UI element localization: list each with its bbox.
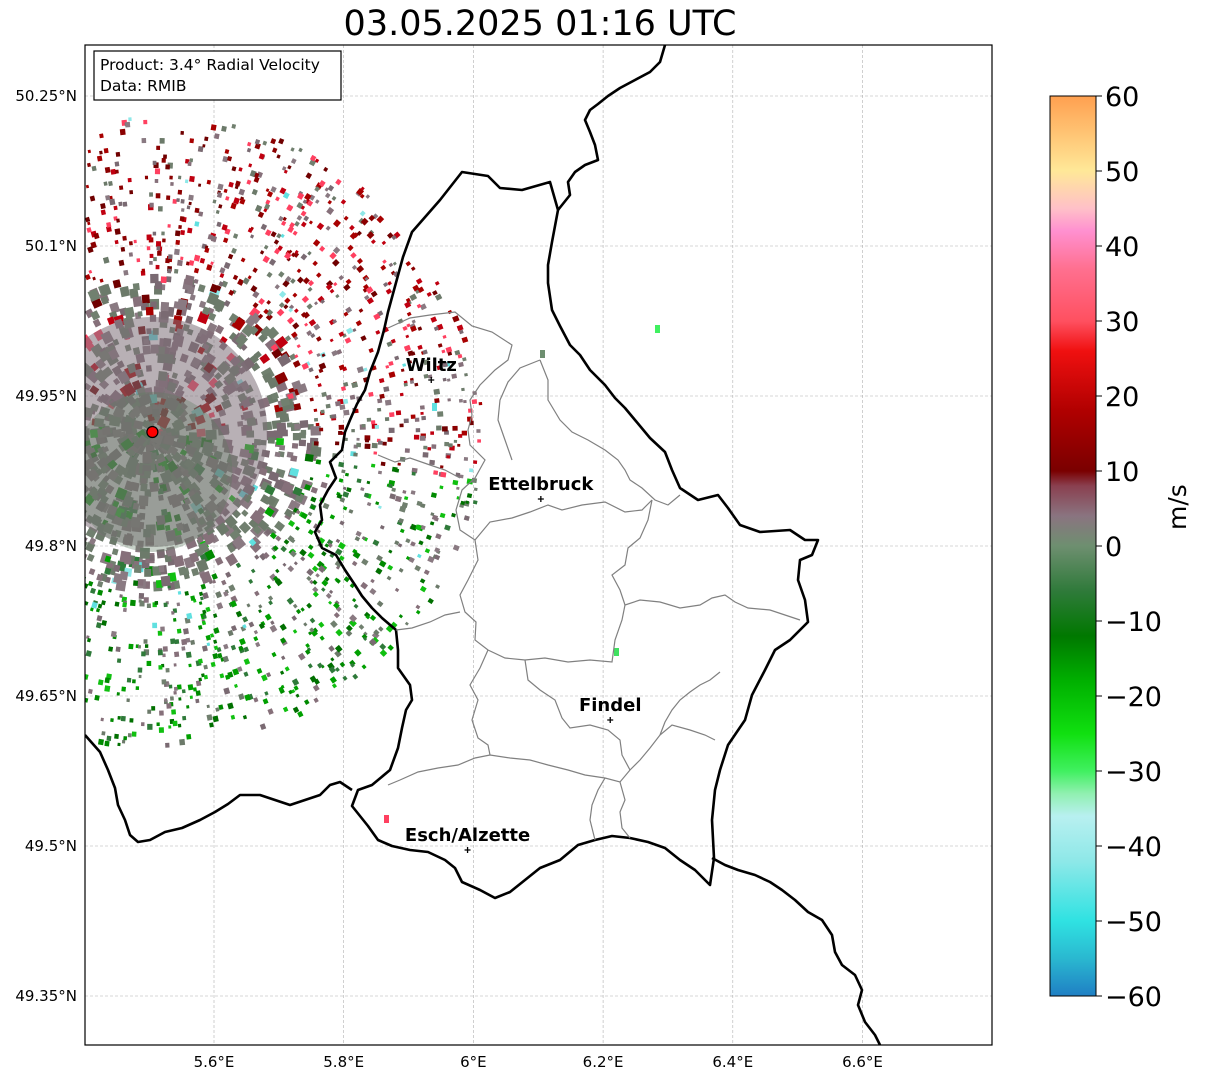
lon-tick-label: 5.8°E xyxy=(323,1053,364,1071)
luxembourg-border xyxy=(313,170,820,900)
city-marker xyxy=(428,377,435,383)
colorbar-label: m/s xyxy=(1163,484,1192,530)
colorbar-tick-label: −10 xyxy=(1105,607,1162,638)
lon-tick-label: 5.6°E xyxy=(194,1053,235,1071)
colorbar-tick-label: 20 xyxy=(1105,382,1139,413)
city-marker xyxy=(537,496,544,502)
city-label: Wiltz xyxy=(406,355,457,376)
canton-boundaries xyxy=(377,311,801,841)
colorbar-tick-label: −30 xyxy=(1105,757,1162,788)
lon-tick-label: 6.6°E xyxy=(842,1053,883,1071)
lat-tick-label: 49.95°N xyxy=(15,387,77,405)
colorbar: 60 50 40 30 20 10 0 −10 −20 −30 −40 −50 −60 xyxy=(1049,82,1162,1013)
lat-tick-label: 50.25°N xyxy=(15,87,77,105)
city-marker xyxy=(607,717,614,723)
map-frame xyxy=(84,44,993,1046)
country-borders xyxy=(85,45,882,1045)
lon-tick-label: 6.4°E xyxy=(712,1053,753,1071)
colorbar-tick-label: 0 xyxy=(1105,532,1122,563)
colorbar-tick-label: 40 xyxy=(1105,232,1139,263)
germany-france-border xyxy=(711,856,882,1045)
colorbar-tick-label: −20 xyxy=(1105,682,1162,713)
colorbar-tick-label: 60 xyxy=(1105,82,1139,113)
longitude-ticks: 5.6°E 5.8°E 6°E 6.2°E 6.4°E 6.6°E xyxy=(194,1053,883,1071)
colorbar-ticks: 60 50 40 30 20 10 0 −10 −20 −30 −40 −50 −60 xyxy=(1096,82,1162,1013)
city-label: Esch/Alzette xyxy=(405,825,530,846)
radar-site-marker xyxy=(146,425,159,439)
germany-border xyxy=(556,45,667,211)
lat-tick-label: 49.5°N xyxy=(25,837,77,855)
colorbar-tick-label: 10 xyxy=(1105,457,1139,488)
city-label: Ettelbruck xyxy=(488,474,594,495)
map-title: 03.05.2025 01:16 UTC xyxy=(343,4,737,44)
lon-tick-label: 6.2°E xyxy=(583,1053,624,1071)
info-product: Product: 3.4° Radial Velocity xyxy=(100,56,320,74)
latitude-ticks: 50.25°N 50.1°N 49.95°N 49.8°N 49.65°N 49.5°N 4… xyxy=(15,87,77,1005)
colorbar-tick-label: −50 xyxy=(1105,907,1162,938)
colorbar-tick-label: −40 xyxy=(1105,832,1162,863)
lat-tick-label: 49.8°N xyxy=(25,537,77,555)
france-belgium-border xyxy=(85,734,353,844)
city-marker xyxy=(464,847,471,853)
colorbar-tick-label: 30 xyxy=(1105,307,1139,338)
colorbar-tick-label: −60 xyxy=(1105,982,1162,1013)
info-box: Product: 3.4° Radial Velocity Data: RMIB xyxy=(93,50,342,101)
lat-tick-label: 50.1°N xyxy=(25,237,77,255)
info-data-source: Data: RMIB xyxy=(100,77,187,95)
lat-tick-label: 49.65°N xyxy=(15,687,77,705)
colorbar-tick-label: 50 xyxy=(1105,157,1139,188)
radar-echoes xyxy=(85,117,660,823)
city-labels: Wiltz Ettelbruck Findel Esch/Alzette xyxy=(405,355,642,853)
lon-tick-label: 6°E xyxy=(460,1053,487,1071)
lat-tick-label: 49.35°N xyxy=(15,987,77,1005)
city-label: Findel xyxy=(579,695,642,716)
